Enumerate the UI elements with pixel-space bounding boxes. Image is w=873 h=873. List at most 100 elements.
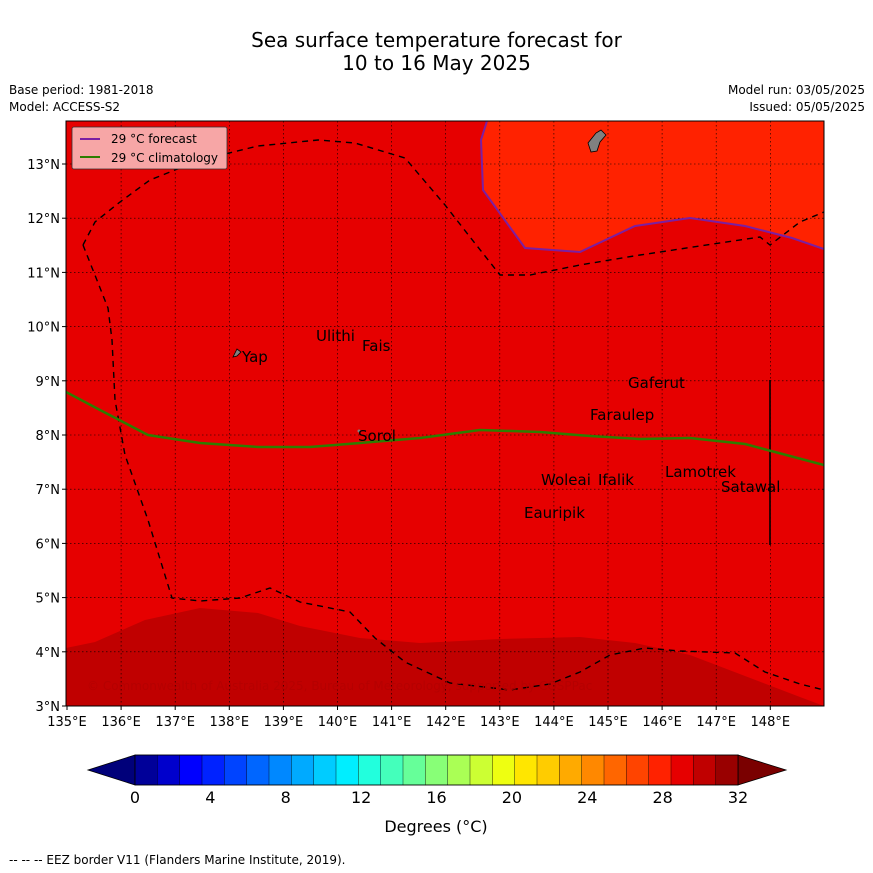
colorbar-cell (626, 754, 650, 786)
map-legend: 29 °C forecast 29 °C climatology (71, 126, 228, 170)
colorbar-tick-label: 0 (130, 788, 140, 807)
lat-tick-label: 12°N (27, 212, 60, 227)
colorbar-cell (492, 754, 516, 786)
colorbar-under-arrow (86, 754, 136, 786)
base-period: Base period: 1981-2018 (9, 83, 154, 97)
colorbar-cell (402, 754, 426, 786)
lon-tick-label: 146°E (642, 715, 682, 730)
place-labels: Ulithi Fais Yap Gaferut Faraulep Sorol L… (241, 327, 780, 522)
lon-tick-label: 141°E (372, 715, 412, 730)
map-title-line1: Sea surface temperature forecast for (251, 28, 622, 52)
colorbar-cell (469, 754, 493, 786)
colorbar-cell (514, 754, 538, 786)
lon-tick-label: 136°E (101, 715, 141, 730)
eez-border-north (82, 139, 824, 276)
issued-date: Issued: 05/05/2025 (749, 100, 865, 114)
map-title-line2: 10 to 16 May 2025 (342, 51, 531, 75)
colorbar-cell (693, 754, 717, 786)
guam-island-shape (587, 129, 607, 153)
map-area (66, 121, 824, 706)
place-label-sorol: Sorol (358, 427, 396, 445)
colorbar-cell (648, 754, 672, 786)
colorbar-cell (268, 754, 292, 786)
lon-tick-label: 139°E (264, 715, 304, 730)
colorbar-cell (246, 754, 270, 786)
lon-tick-label: 144°E (534, 715, 574, 730)
colorbar-cell (581, 754, 605, 786)
colorbar-tick-label: 4 (205, 788, 215, 807)
axis-ticks: 135°E 136°E 137°E 138°E 139°E 140°E 141°E 142°E… (27, 158, 790, 730)
lon-tick-label: 143°E (480, 715, 520, 730)
place-label-yap: Yap (241, 348, 268, 366)
yap-island-shape (232, 348, 242, 358)
place-label-lamotrek: Lamotrek (665, 463, 736, 481)
model-run: Model run: 03/05/2025 (727, 83, 865, 97)
lat-tick-label: 8°N (36, 429, 61, 444)
lat-tick-label: 6°N (36, 537, 61, 552)
lat-tick-label: 9°N (36, 375, 61, 390)
colorbar-cell (536, 754, 560, 786)
colorbar-cell (201, 754, 225, 786)
model-name: Model: ACCESS-S2 (9, 100, 121, 114)
lat-tick-label: 4°N (36, 646, 61, 661)
colorbar-frame (134, 754, 739, 786)
lon-tick-label: 135°E (47, 715, 87, 730)
place-label-gaferut: Gaferut (628, 374, 685, 392)
place-label-satawal: Satawal (721, 478, 780, 496)
eez-border-southwest (82, 244, 824, 691)
legend-box (71, 126, 228, 170)
lat-tick-label: 13°N (27, 158, 60, 173)
colorbar-cell (335, 754, 359, 786)
colorbar-tick-label: 12 (351, 788, 371, 807)
graticule (66, 121, 824, 706)
colorbar-tick-label: 32 (728, 788, 748, 807)
copyright-note: © Commonwealth of Australia 2025, Bureau… (87, 679, 592, 693)
colorbar-cell (134, 754, 158, 786)
colorbar-cell (313, 754, 337, 786)
lon-tick-label: 137°E (155, 715, 195, 730)
place-label-eauripik: Eauripik (524, 504, 585, 522)
colorbar-cell (447, 754, 471, 786)
climatology-29c-isotherm (66, 390, 824, 467)
legend-forecast-label: 29 °C forecast (111, 132, 197, 146)
place-label-fais: Fais (362, 337, 391, 355)
sorol-island-shape (357, 429, 361, 433)
colorbar-cell (224, 754, 248, 786)
colorbar: 0 4 8 12 16 20 24 28 32 Degrees (°C) (86, 754, 788, 836)
colorbar-over-arrow (737, 754, 788, 786)
legend-climatology-label: 29 °C climatology (111, 151, 218, 165)
colorbar-tick-label: 16 (426, 788, 446, 807)
lat-tick-label: 7°N (36, 483, 61, 498)
lon-tick-label: 148°E (751, 715, 791, 730)
lon-tick-label: 142°E (426, 715, 466, 730)
lon-tick-label: 138°E (210, 715, 250, 730)
place-label-woleai: Woleai (541, 471, 591, 489)
sst-shading-warm (481, 121, 824, 252)
colorbar-tick-label: 24 (577, 788, 597, 807)
colorbar-cell (603, 754, 627, 786)
colorbar-tick-label: 20 (502, 788, 522, 807)
map-frame (65, 120, 825, 707)
lat-tick-label: 11°N (27, 266, 60, 281)
eez-footnote: -- -- -- EEZ border V11 (Flanders Marine… (9, 853, 346, 867)
lon-tick-label: 145°E (588, 715, 628, 730)
colorbar-cell (157, 754, 181, 786)
place-label-ulithi: Ulithi (316, 327, 355, 345)
colorbar-cell (291, 754, 315, 786)
colorbar-cell (715, 754, 739, 786)
lon-tick-label: 140°E (318, 715, 358, 730)
colorbar-label: Degrees (°C) (384, 817, 487, 836)
place-label-faraulep: Faraulep (590, 406, 654, 424)
colorbar-cell (559, 754, 583, 786)
colorbar-cell (358, 754, 382, 786)
place-label-ifalik: Ifalik (598, 471, 634, 489)
colorbar-cell (179, 754, 203, 786)
colorbar-tick-label: 8 (281, 788, 291, 807)
colorbar-cell (380, 754, 404, 786)
forecast-29c-isotherm (479, 121, 824, 254)
colorbar-cell (670, 754, 694, 786)
lon-tick-label: 147°E (696, 715, 736, 730)
sst-shading-cool (66, 608, 824, 706)
lat-tick-label: 3°N (36, 700, 61, 715)
